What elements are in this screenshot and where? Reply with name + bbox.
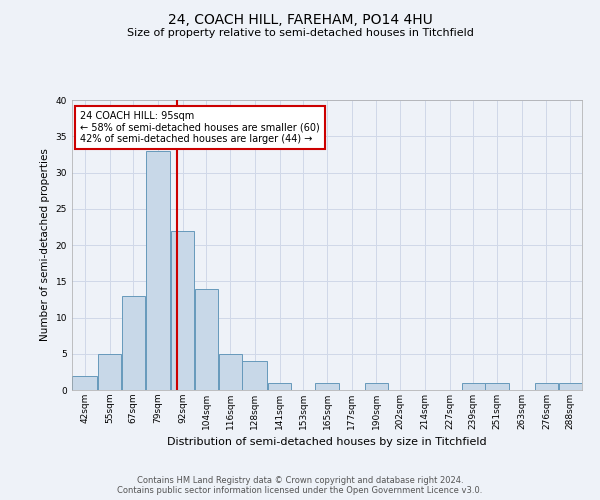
Bar [268,383,291,390]
Y-axis label: Number of semi-detached properties: Number of semi-detached properties [40,148,50,342]
Bar [242,361,268,390]
Bar [73,376,97,390]
Bar [462,383,485,390]
Bar [365,383,388,390]
Bar [485,383,509,390]
X-axis label: Distribution of semi-detached houses by size in Titchfield: Distribution of semi-detached houses by … [167,438,487,448]
Bar [122,296,145,390]
Text: Size of property relative to semi-detached houses in Titchfield: Size of property relative to semi-detach… [127,28,473,38]
Bar [316,383,338,390]
Bar [171,230,194,390]
Bar [146,151,170,390]
Text: 24 COACH HILL: 95sqm
← 58% of semi-detached houses are smaller (60)
42% of semi-: 24 COACH HILL: 95sqm ← 58% of semi-detac… [80,111,320,144]
Bar [218,354,242,390]
Bar [535,383,558,390]
Bar [98,354,121,390]
Bar [559,383,581,390]
Text: Contains HM Land Registry data © Crown copyright and database right 2024.
Contai: Contains HM Land Registry data © Crown c… [118,476,482,495]
Text: 24, COACH HILL, FAREHAM, PO14 4HU: 24, COACH HILL, FAREHAM, PO14 4HU [167,12,433,26]
Bar [195,288,218,390]
